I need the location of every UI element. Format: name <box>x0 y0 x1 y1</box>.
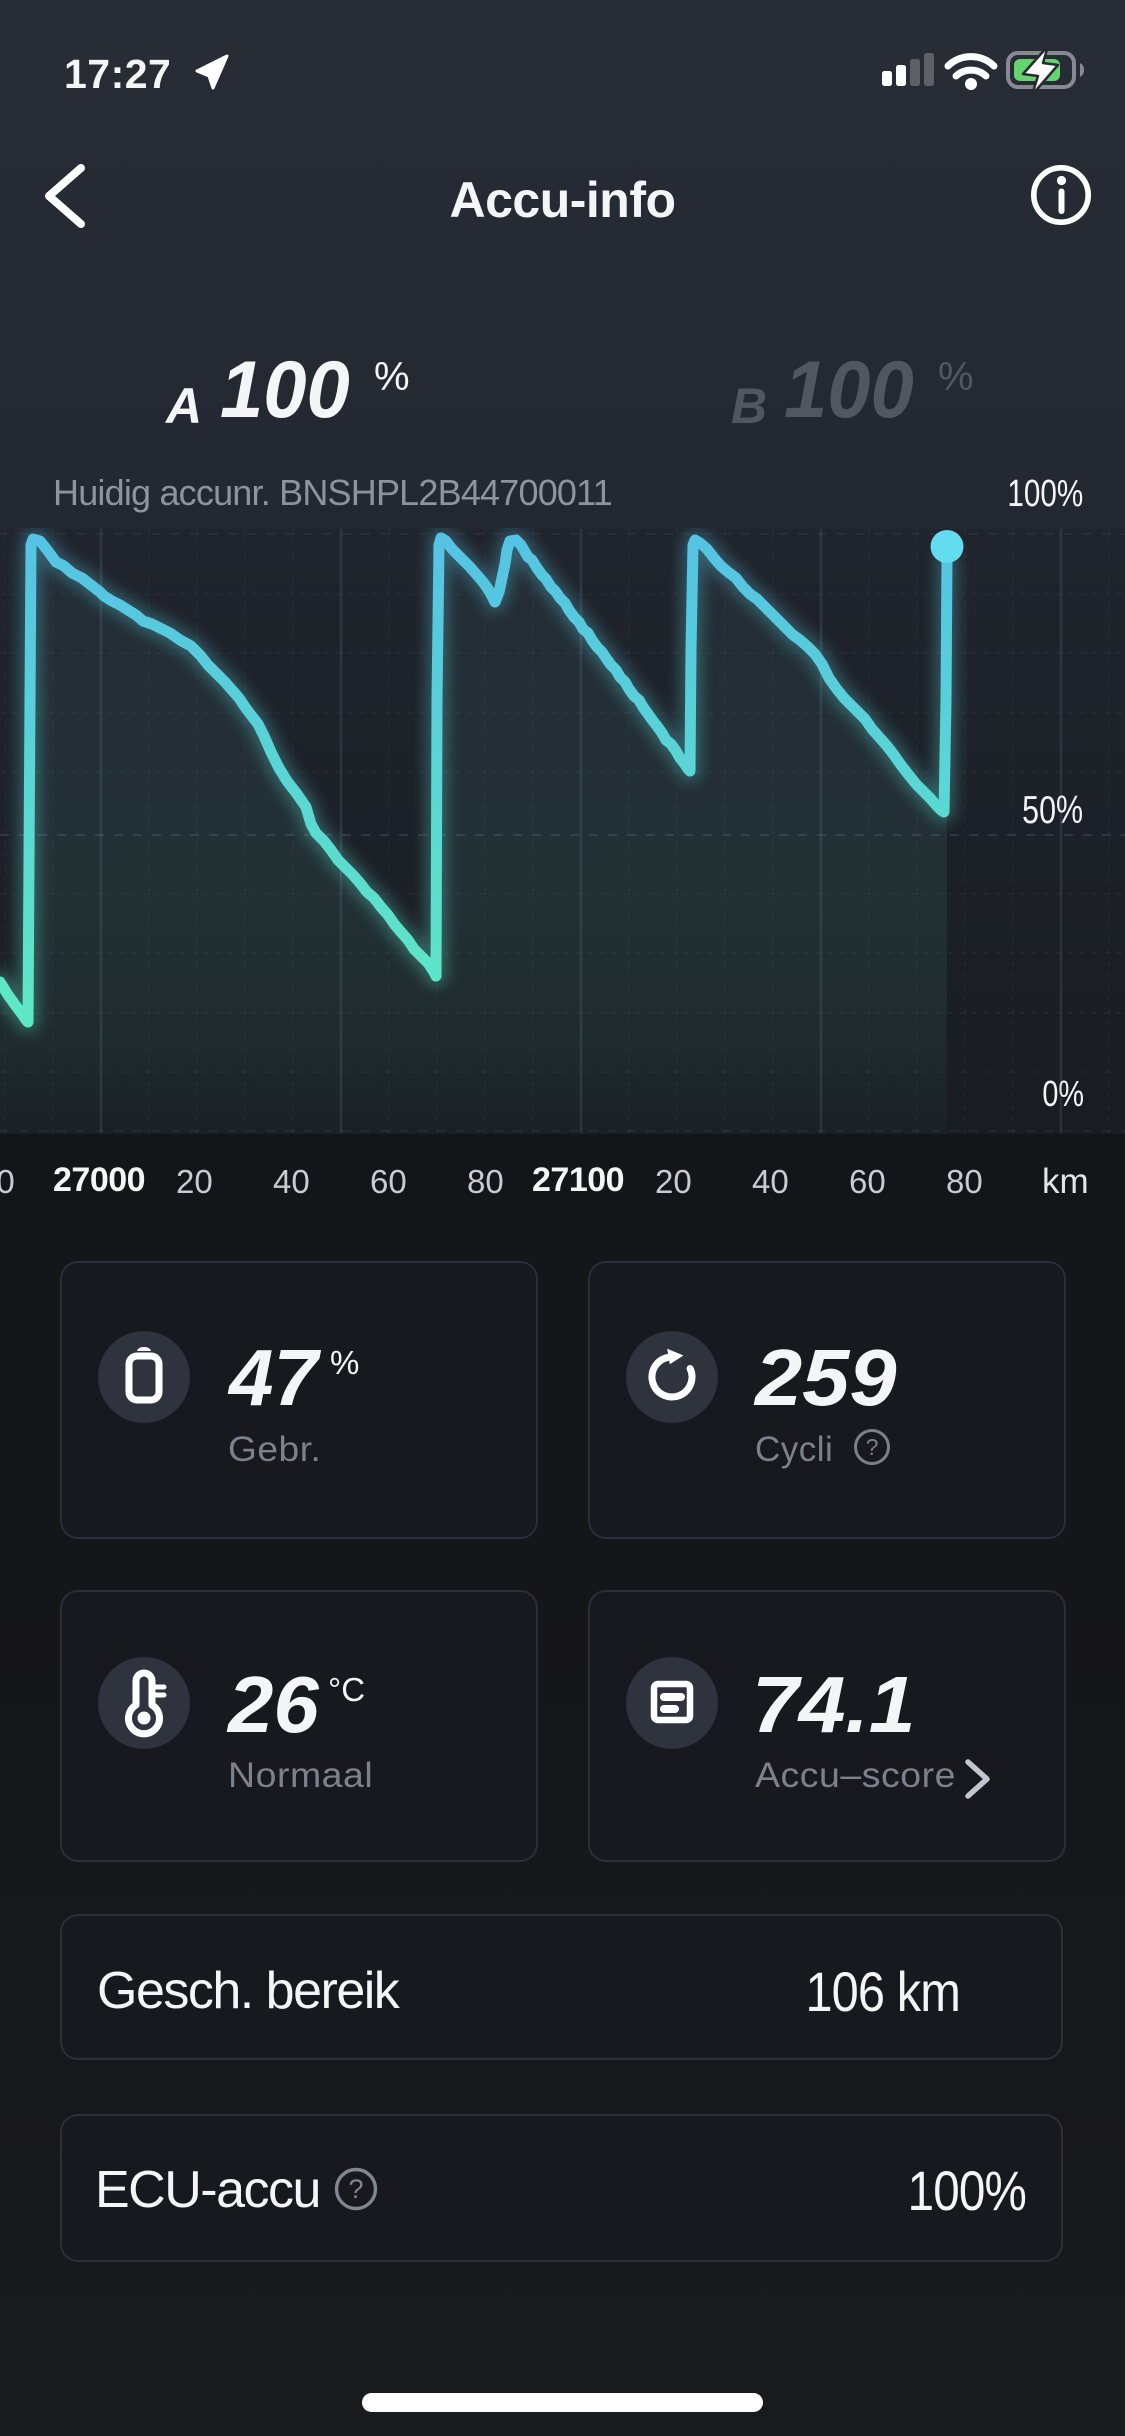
svg-text:?: ? <box>348 2174 363 2204</box>
svg-text:?: ? <box>866 1434 879 1460</box>
